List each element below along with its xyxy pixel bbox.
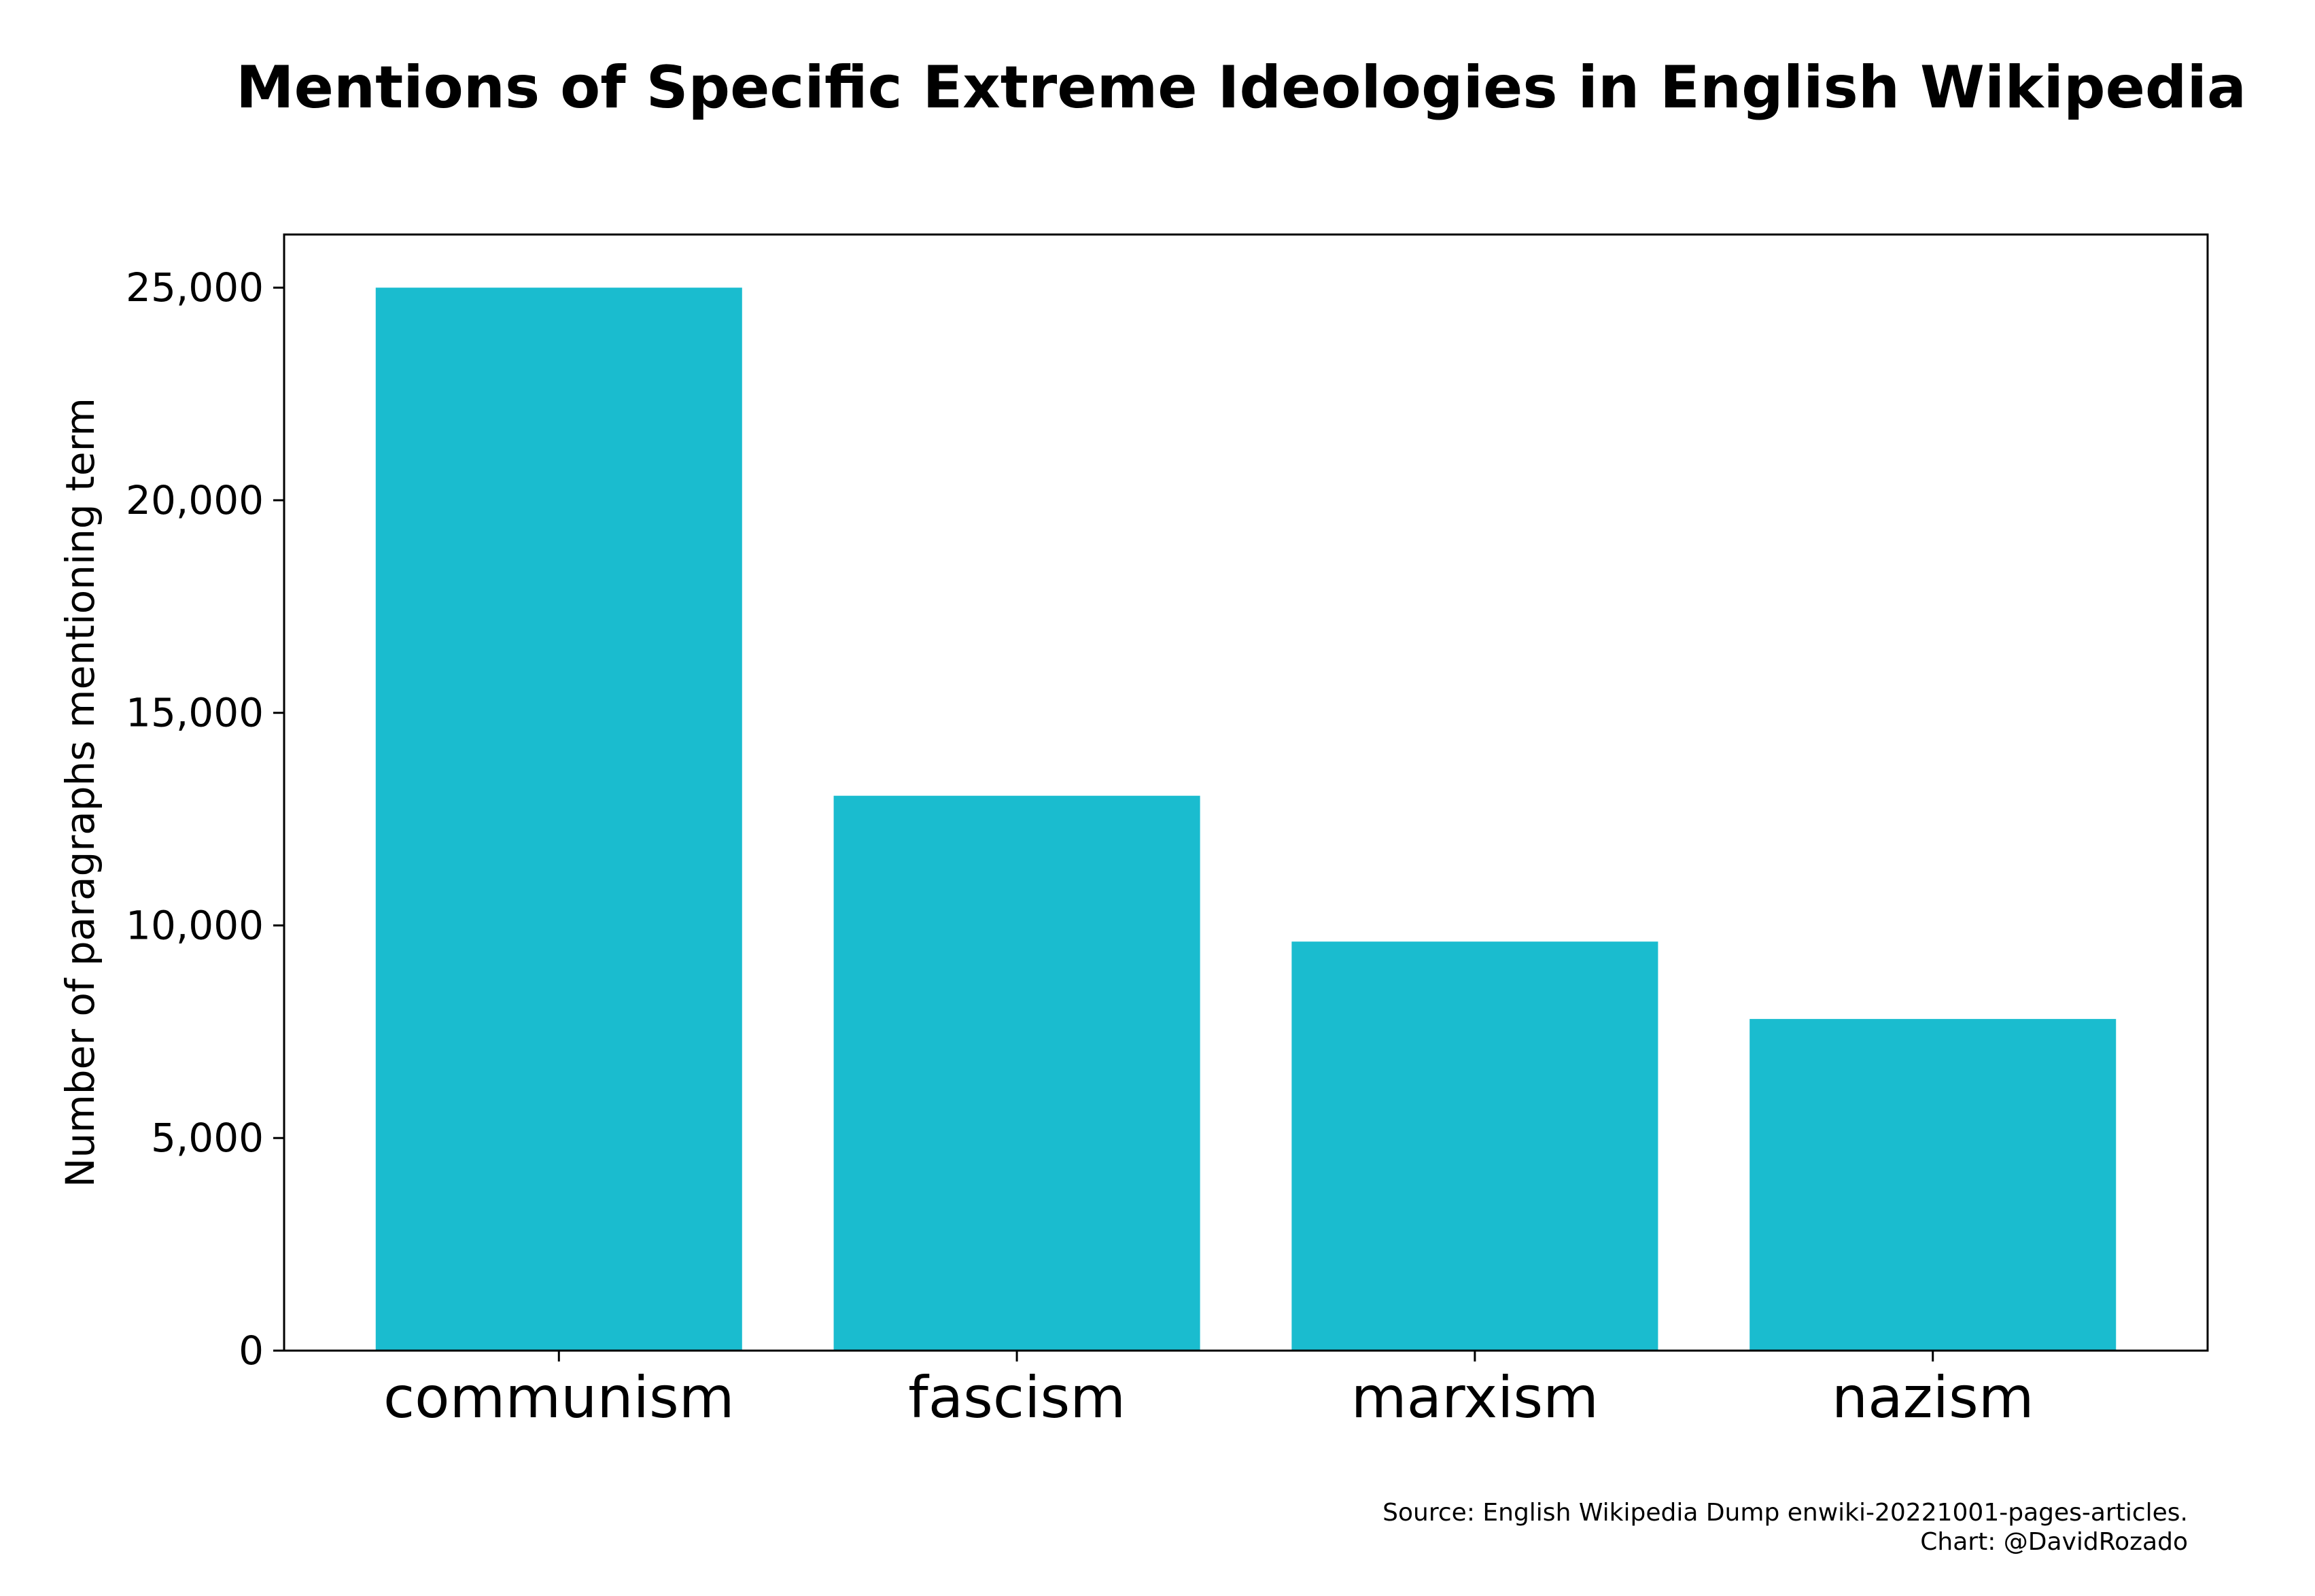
bars-group [375, 288, 2117, 1351]
y-axis-label: Number of paragraphs mentioning term [57, 398, 103, 1187]
x-tick-label-communism: communism [383, 1364, 735, 1431]
x-axis: communism fascism marxism nazism [383, 1351, 2034, 1431]
x-tick-label-marxism: marxism [1351, 1364, 1599, 1431]
bar-communism [375, 288, 742, 1351]
chart-credit: Chart: @DavidRozado [1920, 1528, 2188, 1556]
y-tick-label: 20,000 [126, 477, 264, 523]
y-tick-label: 25,000 [126, 264, 264, 311]
y-tick-label: 5,000 [151, 1115, 264, 1161]
bar-marxism [1291, 941, 1658, 1351]
y-tick-label: 0 [239, 1328, 264, 1374]
x-tick-label-fascism: fascism [908, 1364, 1126, 1431]
source-note: Source: English Wikipedia Dump enwiki-20… [1382, 1499, 2188, 1527]
x-tick-label-nazism: nazism [1832, 1364, 2034, 1431]
y-axis: 0 5,000 10,000 15,000 20,000 25,000 [126, 264, 284, 1374]
chart-title: Mentions of Specific Extreme Ideologies … [236, 54, 2246, 122]
y-tick-label: 15,000 [126, 690, 264, 736]
y-tick-label: 10,000 [126, 902, 264, 948]
bar-fascism [833, 795, 1200, 1351]
plot-frame [283, 233, 2209, 1352]
bar-nazism [1750, 1019, 2117, 1351]
